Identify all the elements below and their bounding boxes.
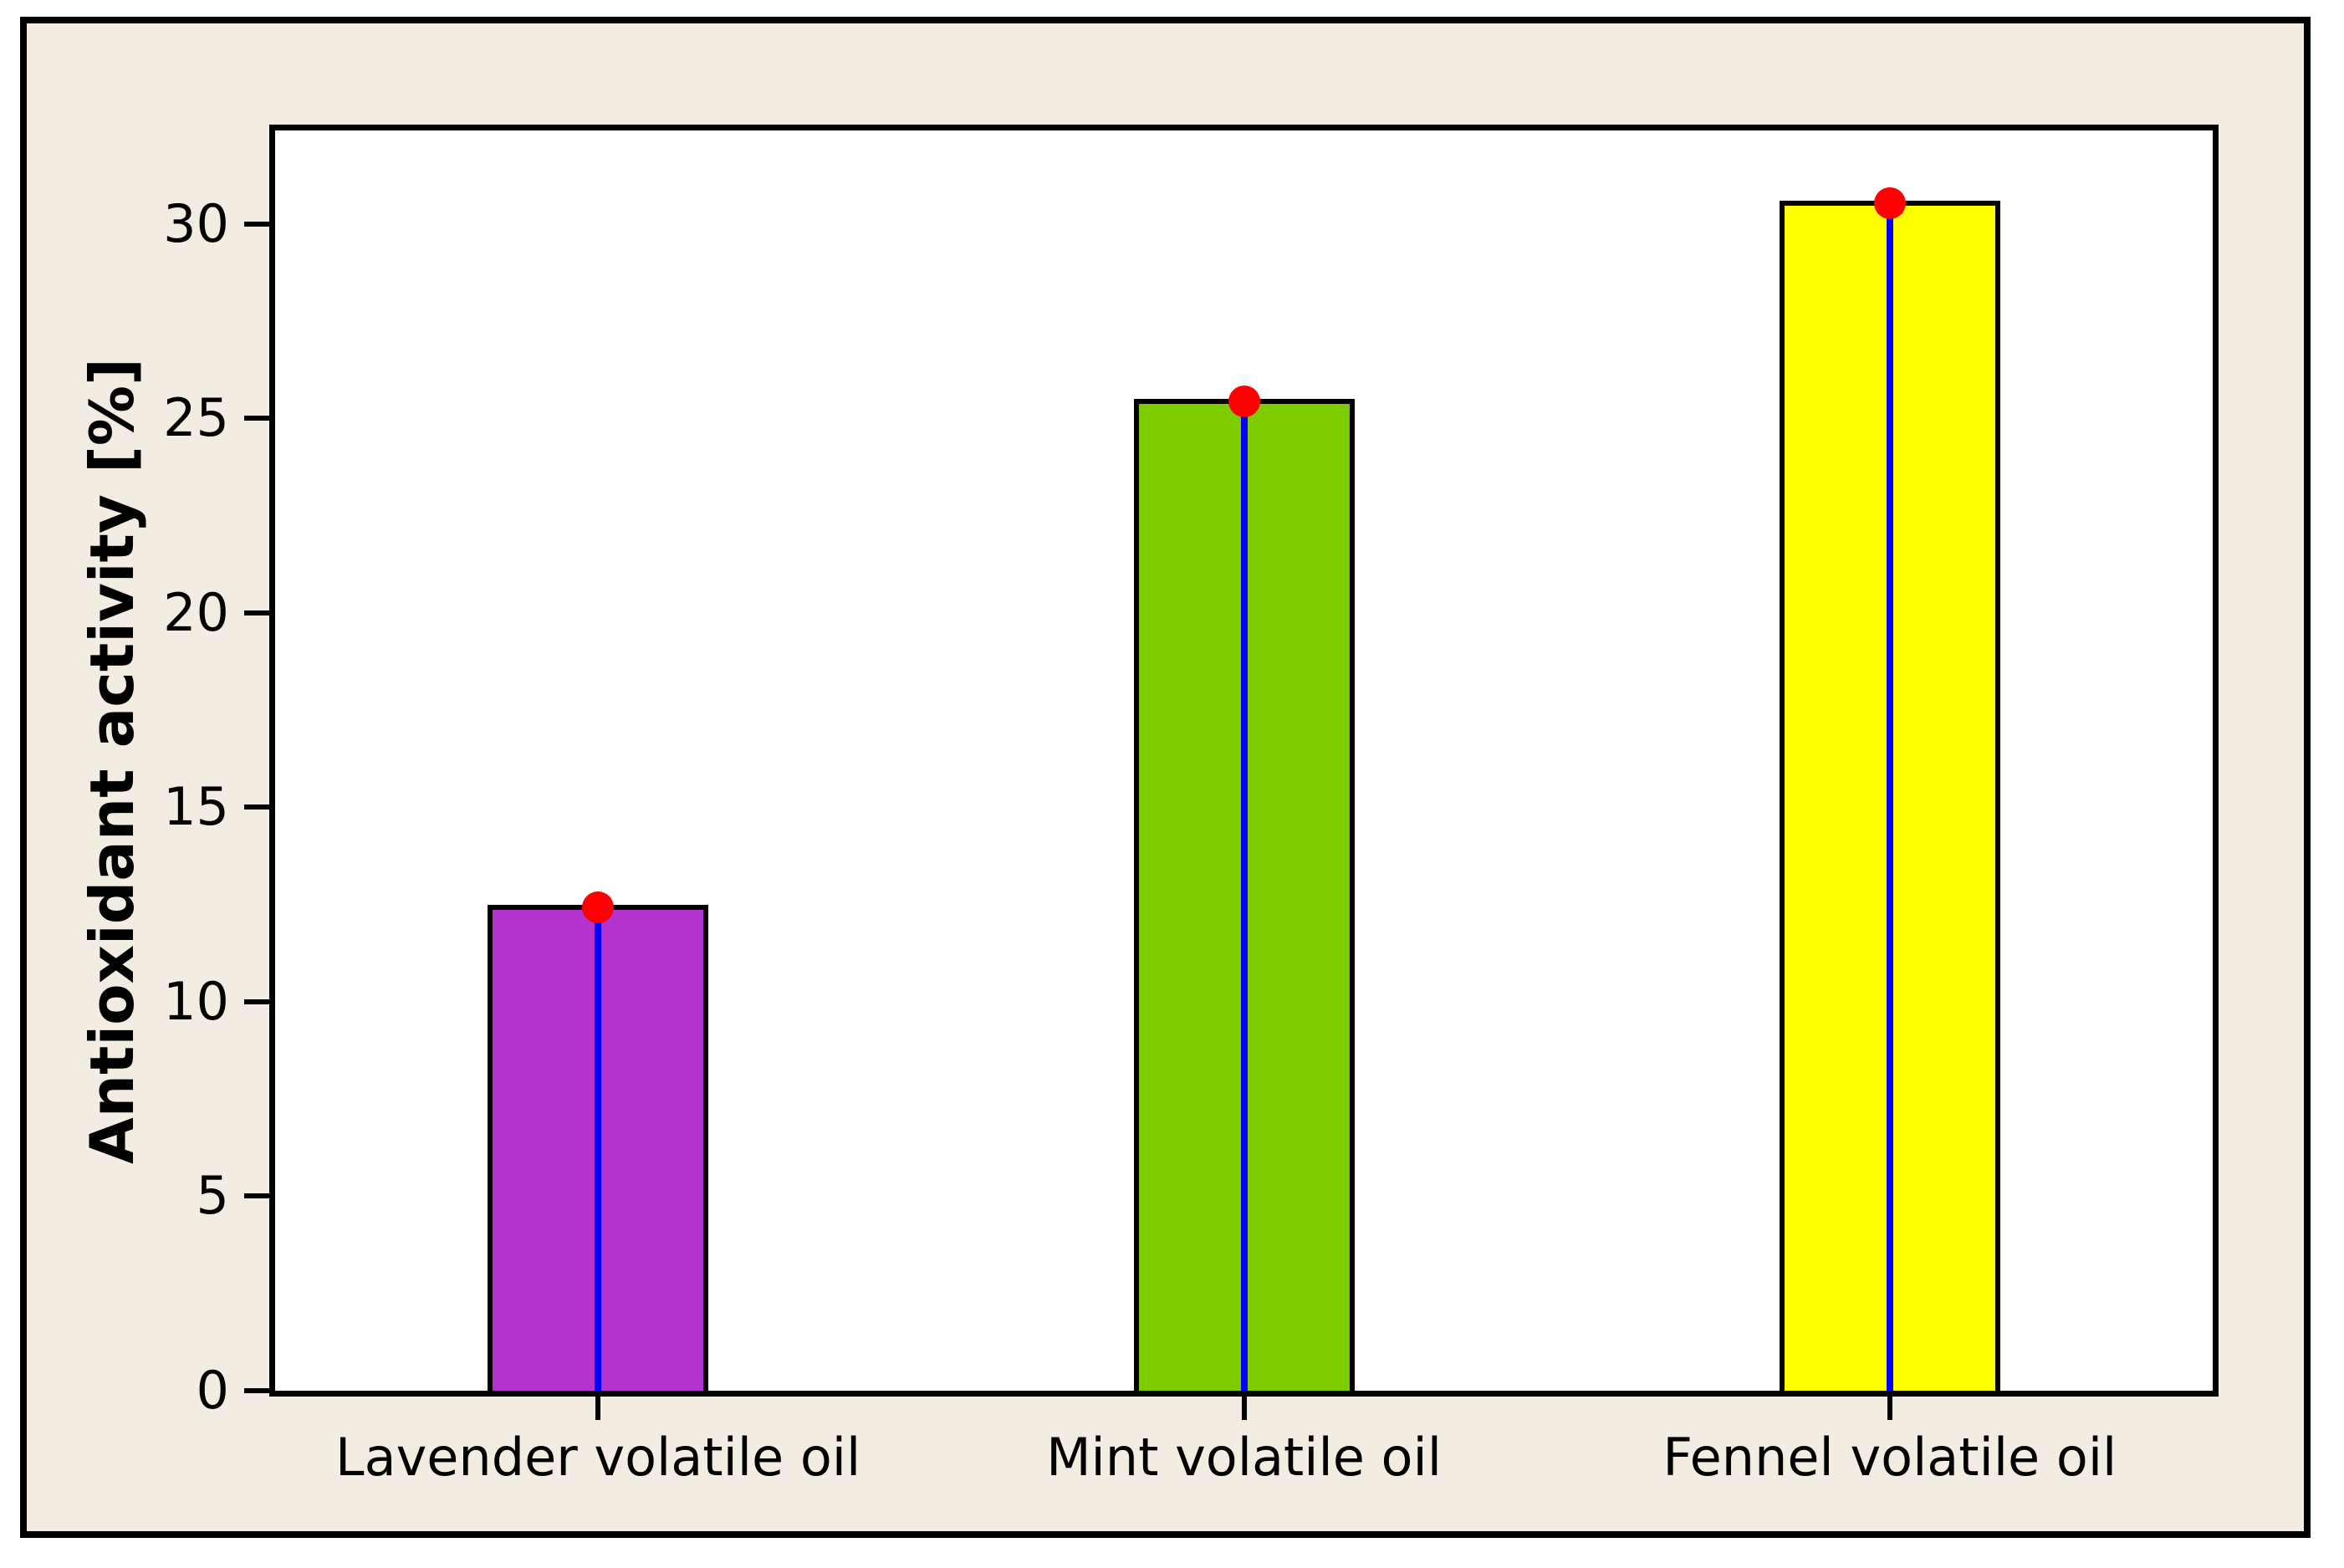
bar-fennel-volatile-oil [1779, 186, 2000, 1391]
y-axis-tick-label: 30 [163, 192, 229, 254]
y-axis-tick-label: 0 [196, 1360, 229, 1421]
chart-frame: Antioxidant activity [%] 0 5 10 15 20 25 30 Lav… [20, 17, 2311, 1538]
x-axis-tick-mark [1241, 1397, 1247, 1420]
y-axis-tick-mark [244, 1193, 269, 1199]
y-axis-tick-label: 10 [163, 970, 229, 1032]
x-axis-category-label: Mint volatile oil [1046, 1427, 1442, 1488]
data-point-marker [582, 891, 615, 923]
y-axis-tick-label: 5 [196, 1165, 229, 1227]
bar-center-line [1886, 205, 1893, 1391]
y-axis-tick-mark [244, 221, 269, 227]
y-axis-title: Antioxidant activity [%] [77, 357, 147, 1164]
bar-center-line [1240, 403, 1248, 1391]
plot-area [269, 125, 2219, 1397]
y-axis-tick-mark [244, 416, 269, 421]
x-axis-category-label: Lavender volatile oil [335, 1427, 861, 1488]
y-axis-tick-mark [244, 999, 269, 1004]
data-point-marker [1228, 385, 1260, 417]
y-axis-tick-label: 15 [163, 776, 229, 838]
x-axis-tick-mark [595, 1397, 601, 1420]
y-axis-tick-label: 25 [163, 387, 229, 449]
x-axis-category-label: Fennel volatile oil [1662, 1427, 2117, 1488]
data-point-marker [1873, 186, 1906, 219]
y-axis-tick-mark [244, 804, 269, 810]
y-axis-tick-mark [244, 1388, 269, 1393]
bar-mint-volatile-oil [1133, 385, 1355, 1391]
x-axis-tick-mark [1887, 1397, 1892, 1420]
y-axis-tick-mark [244, 610, 269, 615]
bar-lavender-volatile-oil [488, 891, 709, 1391]
y-axis-tick-label: 20 [163, 581, 229, 643]
bar-center-line [595, 909, 602, 1391]
